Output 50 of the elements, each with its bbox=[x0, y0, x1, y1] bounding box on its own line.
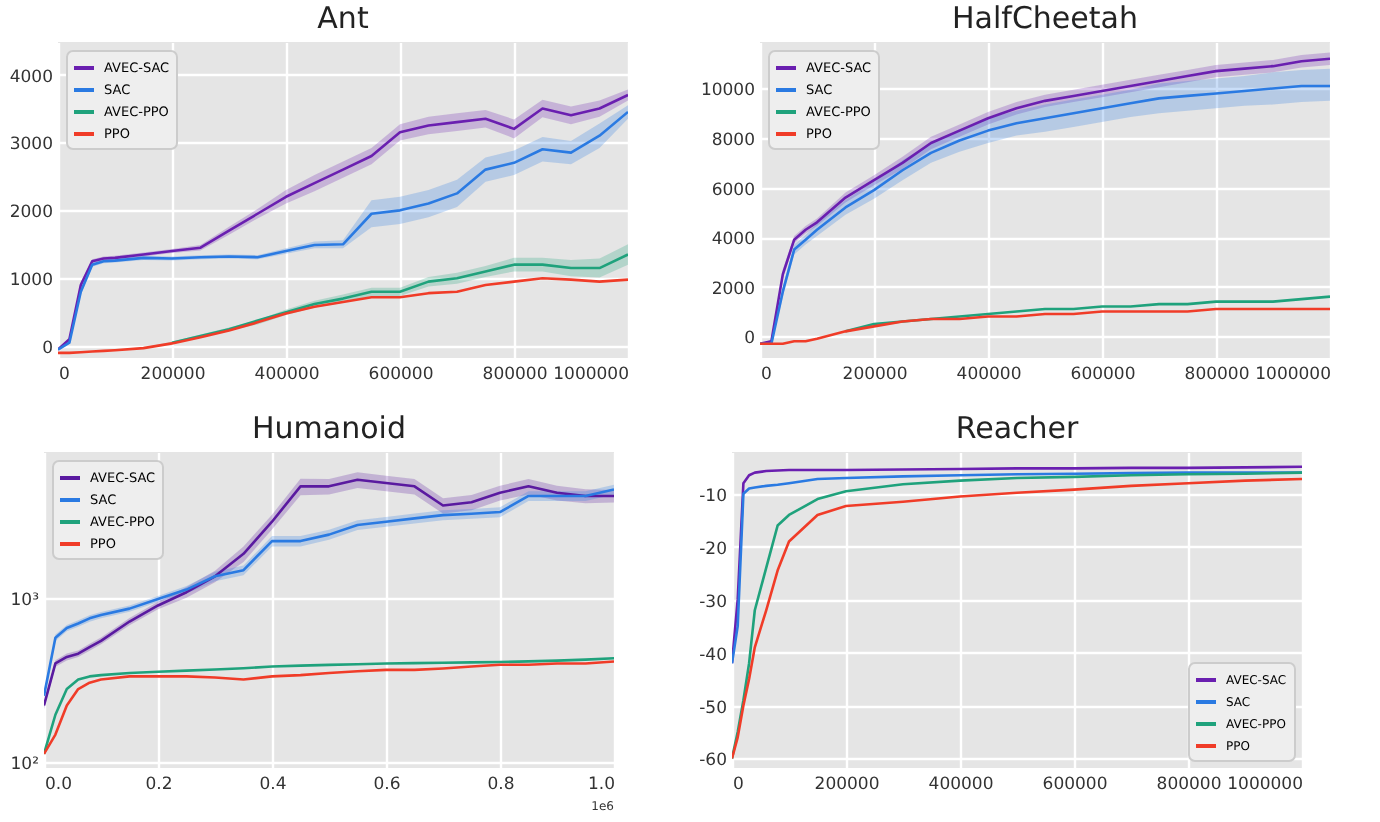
x-tick-label: 1.0 bbox=[587, 775, 615, 795]
chart-title: HalfCheetah bbox=[952, 0, 1138, 36]
x-tick-label: 1000000 bbox=[553, 365, 629, 385]
y-tick-label: 0 bbox=[744, 329, 755, 350]
x-tick-label: 0 bbox=[59, 365, 70, 385]
y-tick-label: -20 bbox=[699, 539, 727, 560]
x-tick-label: 200000 bbox=[814, 775, 880, 795]
x-tick-label: 200000 bbox=[140, 365, 206, 385]
x-tick-label: 400000 bbox=[928, 775, 994, 795]
y-tick-label: 10² bbox=[10, 755, 39, 776]
y-tick-label: 6000 bbox=[711, 180, 755, 201]
x-tick-label: 800000 bbox=[1184, 365, 1250, 385]
x-tick-label: 600000 bbox=[1042, 775, 1108, 795]
x-tick-label: 1000000 bbox=[1255, 365, 1331, 385]
y-tick-label: -60 bbox=[699, 751, 727, 772]
x-tick-label: 0.2 bbox=[145, 775, 173, 795]
y-tick-label: -40 bbox=[699, 645, 727, 666]
y-tick-label: 10000 bbox=[700, 81, 755, 102]
x-tick-label: 0.0 bbox=[45, 775, 73, 795]
line-series bbox=[58, 276, 628, 355]
line-series bbox=[760, 307, 1330, 346]
y-tick-label: 10³ bbox=[10, 590, 39, 611]
y-tick-label: 2000 bbox=[711, 279, 755, 300]
x-tick-label: 400000 bbox=[254, 365, 320, 385]
y-tick-label: 4000 bbox=[711, 230, 755, 251]
y-tick-label: 2000 bbox=[9, 203, 53, 224]
x-tick-label: 400000 bbox=[956, 365, 1022, 385]
x-tick-label: 0.8 bbox=[487, 775, 515, 795]
x-tick-label: 200000 bbox=[842, 365, 908, 385]
y-tick-label: -30 bbox=[699, 592, 727, 613]
y-tick-label: 8000 bbox=[711, 131, 755, 152]
x-tick-label: 800000 bbox=[1156, 775, 1222, 795]
x-tick-label: 600000 bbox=[1070, 365, 1136, 385]
x-tick-label: 0.6 bbox=[373, 775, 401, 795]
x-tick-label: 800000 bbox=[482, 365, 548, 385]
y-tick-label: 1000 bbox=[9, 271, 53, 292]
x-tick-label: 0 bbox=[761, 365, 772, 385]
chart-title: Humanoid bbox=[252, 410, 406, 446]
y-tick-label: -10 bbox=[699, 486, 727, 507]
chart-title: Reacher bbox=[955, 410, 1080, 446]
line-series bbox=[844, 295, 1330, 333]
x-tick-label: 0.4 bbox=[259, 775, 287, 795]
y-tick-label: -50 bbox=[699, 698, 727, 719]
x-tick-label: 1000000 bbox=[1227, 775, 1303, 795]
x-tick-label: 600000 bbox=[368, 365, 434, 385]
chart-title: Ant bbox=[317, 0, 369, 36]
y-tick-label: 3000 bbox=[9, 135, 53, 156]
y-tick-label: 0 bbox=[42, 339, 53, 360]
line-series bbox=[170, 253, 628, 345]
y-tick-label: 4000 bbox=[9, 67, 53, 88]
